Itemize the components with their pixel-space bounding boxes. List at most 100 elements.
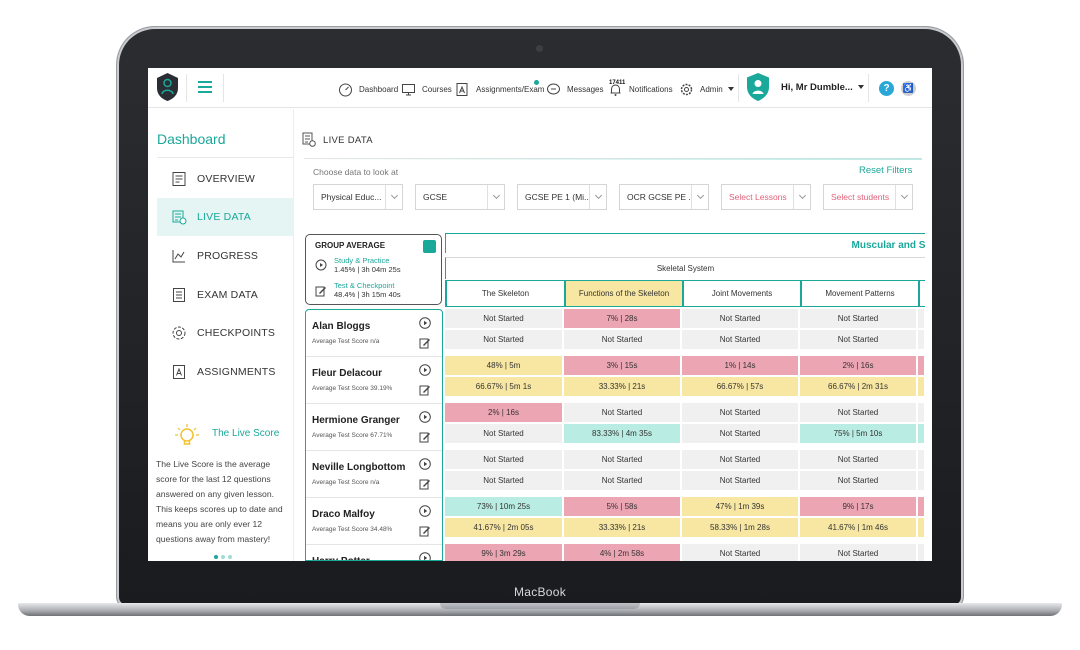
user-avatar-icon[interactable]	[746, 72, 770, 102]
student-average-score: Average Test Score 67.71%	[312, 432, 393, 439]
sidebar-item-live-data[interactable]: LIVE DATA	[157, 198, 294, 236]
play-icon[interactable]	[419, 505, 431, 517]
sidebar-item-assignments[interactable]: ASSIGNMENTS	[157, 353, 294, 391]
play-icon[interactable]	[419, 552, 431, 561]
score-cell[interactable]: Not Started	[564, 471, 681, 491]
score-cell[interactable]: Not Started	[800, 403, 917, 423]
score-cell[interactable]: 66.67% | 57s	[682, 377, 799, 397]
score-cell[interactable]: 41.67% | 2m 05s	[445, 518, 563, 538]
score-cell-overflow	[918, 356, 925, 376]
student-name: Hermione Granger	[312, 415, 400, 426]
score-cell[interactable]: 41.67% | 1m 46s	[800, 518, 917, 538]
score-cell[interactable]: Not Started	[445, 424, 563, 444]
lesson-header[interactable]: Joint Movements	[683, 280, 801, 307]
student-row[interactable]: Hermione Granger Average Test Score 67.71…	[306, 404, 442, 451]
play-icon[interactable]	[419, 411, 431, 423]
carousel-dots[interactable]	[214, 555, 232, 559]
accessibility-button[interactable]: ♿	[901, 81, 916, 96]
user-menu[interactable]: Hi, Mr Dumble...	[781, 82, 864, 93]
score-cell[interactable]: Not Started	[800, 309, 917, 329]
nav-courses[interactable]: Courses	[401, 81, 452, 97]
help-button[interactable]: ?	[879, 81, 894, 96]
score-cell[interactable]: 66.67% | 5m 1s	[445, 377, 563, 397]
play-icon[interactable]	[419, 317, 431, 329]
student-average-score: Average Test Score 39.19%	[312, 385, 393, 392]
score-cell[interactable]: Not Started	[800, 471, 917, 491]
score-cell[interactable]: 5% | 58s	[564, 497, 681, 517]
class-select[interactable]: GCSE PE 1 (Mi...	[517, 184, 607, 210]
nav-messages[interactable]: Messages	[546, 81, 603, 97]
nav-assignments[interactable]: Assignments/Exam	[455, 81, 544, 97]
export-icon[interactable]	[423, 240, 436, 253]
nav-notifications-label: Notifications	[629, 84, 673, 94]
score-cell[interactable]: 2% | 16s	[445, 403, 563, 423]
menu-toggle-button[interactable]	[198, 81, 212, 93]
sidebar-item-label: LIVE DATA	[197, 211, 251, 223]
score-cell[interactable]: 33.33% | 21s	[564, 377, 681, 397]
score-cell[interactable]: Not Started	[800, 450, 917, 470]
score-cell[interactable]: Not Started	[682, 544, 799, 561]
score-cell[interactable]: Not Started	[564, 403, 681, 423]
subject-select[interactable]: Physical Educ...	[313, 184, 403, 210]
student-row[interactable]: Draco Malfoy Average Test Score 34.48%	[306, 498, 442, 545]
sidebar-item-overview[interactable]: OVERVIEW	[157, 160, 294, 198]
edit-icon[interactable]	[419, 431, 431, 443]
student-row[interactable]: Neville Longbottom Average Test Score n/a	[306, 451, 442, 498]
score-cell[interactable]: 2% | 16s	[800, 356, 917, 376]
student-average-score: Average Test Score n/a	[312, 338, 380, 345]
app-logo-icon[interactable]	[156, 72, 179, 102]
score-cell[interactable]: 1% | 14s	[682, 356, 799, 376]
sidebar-item-progress[interactable]: PROGRESS	[157, 237, 294, 275]
score-cell[interactable]: Not Started	[445, 471, 563, 491]
score-cell[interactable]: 58.33% | 1m 28s	[682, 518, 799, 538]
lesson-header[interactable]: Functions of the Skeleton	[565, 280, 683, 307]
sidebar-item-checkpoints[interactable]: CHECKPOINTS	[157, 314, 294, 352]
student-row[interactable]: Harry Potter	[306, 545, 442, 561]
score-cell[interactable]: 33.33% | 21s	[564, 518, 681, 538]
score-cell[interactable]: Not Started	[682, 330, 799, 350]
score-cell[interactable]: 75% | 5m 10s	[800, 424, 917, 444]
reset-filters-link[interactable]: Reset Filters	[859, 165, 913, 176]
edit-icon[interactable]	[419, 384, 431, 396]
score-cell[interactable]: 7% | 28s	[564, 309, 681, 329]
play-icon[interactable]	[419, 364, 431, 376]
score-cell[interactable]: Not Started	[682, 471, 799, 491]
score-cell[interactable]: Not Started	[564, 330, 681, 350]
score-cell[interactable]: Not Started	[445, 330, 563, 350]
score-cell[interactable]: Not Started	[800, 330, 917, 350]
score-cell[interactable]: 66.67% | 2m 31s	[800, 377, 917, 397]
lesson-header[interactable]: Movement Patterns	[801, 280, 919, 307]
score-cell[interactable]: 83.33% | 4m 35s	[564, 424, 681, 444]
play-icon[interactable]	[419, 458, 431, 470]
course-select[interactable]: OCR GCSE PE ...	[619, 184, 709, 210]
student-row[interactable]: Alan Bloggs Average Test Score n/a	[306, 310, 442, 357]
edit-icon[interactable]	[419, 337, 431, 349]
score-cell[interactable]: Not Started	[800, 544, 917, 561]
score-cell-overflow	[918, 330, 925, 350]
students-select[interactable]: Select students	[823, 184, 913, 210]
nav-dashboard[interactable]: Dashboard	[338, 81, 398, 97]
nav-notifications[interactable]: Notifications	[608, 81, 673, 97]
score-cell[interactable]: 47% | 1m 39s	[682, 497, 799, 517]
edit-icon[interactable]	[419, 525, 431, 537]
score-cell[interactable]: 48% | 5m	[445, 356, 563, 376]
lesson-header[interactable]: The Skeleton	[446, 280, 565, 307]
nav-admin[interactable]: Admin	[679, 81, 734, 97]
score-cell[interactable]: Not Started	[682, 450, 799, 470]
lessons-select[interactable]: Select Lessons	[721, 184, 811, 210]
score-cell[interactable]: 4% | 2m 58s	[564, 544, 681, 561]
qualification-select[interactable]: GCSE	[415, 184, 505, 210]
score-cell[interactable]: Not Started	[445, 450, 563, 470]
score-cell[interactable]: Not Started	[682, 403, 799, 423]
score-cell[interactable]: Not Started	[564, 450, 681, 470]
score-cell[interactable]: 3% | 15s	[564, 356, 681, 376]
student-row[interactable]: Fleur Delacour Average Test Score 39.19%	[306, 357, 442, 404]
score-cell[interactable]: Not Started	[682, 424, 799, 444]
edit-icon[interactable]	[419, 478, 431, 490]
score-cell[interactable]: Not Started	[445, 309, 563, 329]
score-cell[interactable]: 73% | 10m 25s	[445, 497, 563, 517]
score-cell[interactable]: 9% | 17s	[800, 497, 917, 517]
sidebar-item-exam-data[interactable]: EXAM DATA	[157, 276, 294, 314]
score-cell[interactable]: 9% | 3m 29s	[445, 544, 563, 561]
score-cell[interactable]: Not Started	[682, 309, 799, 329]
